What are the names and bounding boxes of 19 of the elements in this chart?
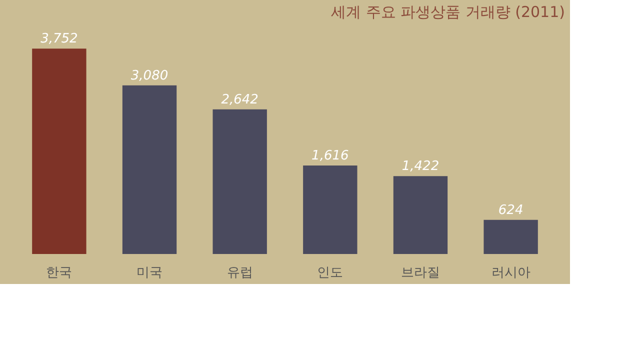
data-label: 2,642 <box>221 92 258 108</box>
x-tick-label: 미국 <box>136 266 163 280</box>
chart-title: 세계 주요 파생상품 거래량 (2011) <box>331 3 565 21</box>
bar <box>393 176 448 254</box>
x-tick-label: 유럽 <box>226 266 253 280</box>
data-label: 3,752 <box>40 32 78 47</box>
x-tick-label: 러시아 <box>491 266 530 280</box>
data-label: 1,422 <box>402 159 440 174</box>
x-tick-label: 브라질 <box>400 266 440 280</box>
data-label: 624 <box>498 202 524 218</box>
x-tick-label: 한국 <box>46 266 72 280</box>
bar <box>32 48 86 254</box>
bar <box>212 109 267 254</box>
bar <box>484 220 538 254</box>
data-label: 1,616 <box>312 148 349 164</box>
x-tick-label: 인도 <box>317 266 344 280</box>
data-label: 3,080 <box>130 68 168 84</box>
bar <box>122 85 177 254</box>
bar <box>303 166 358 254</box>
